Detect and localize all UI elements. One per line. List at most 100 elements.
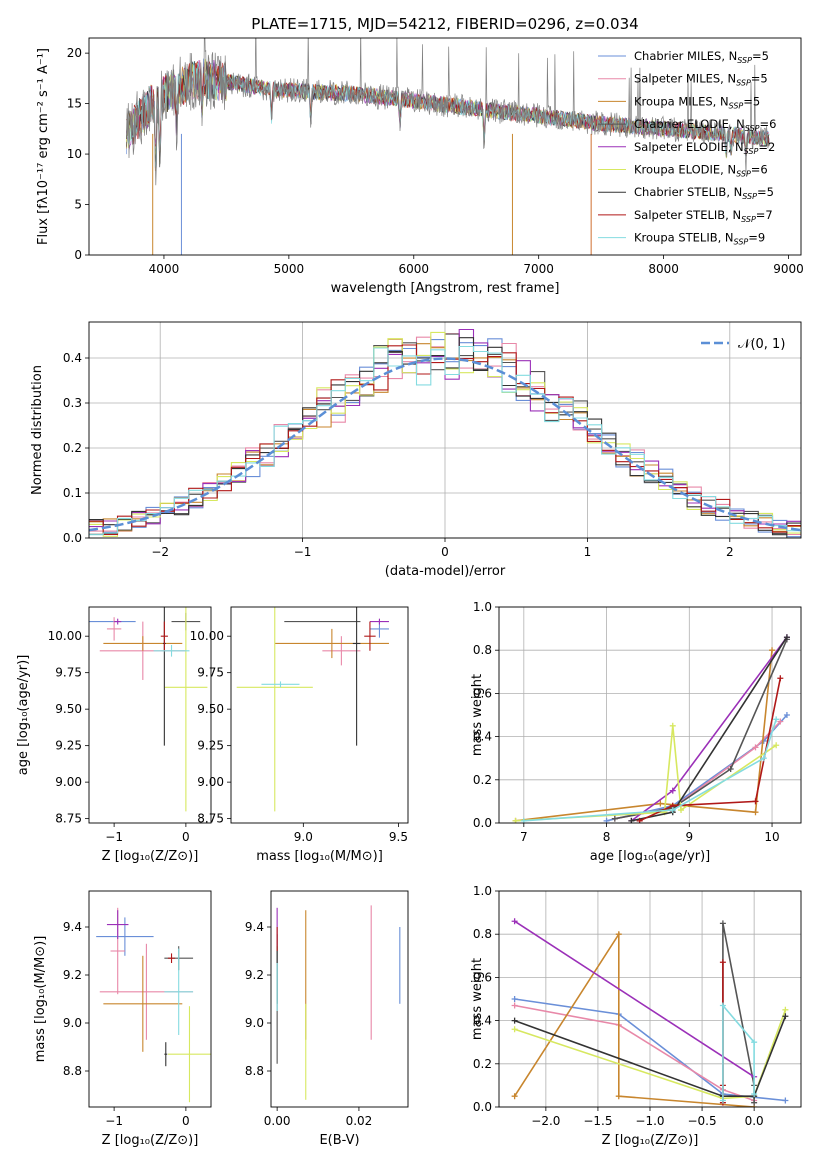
y-tick-label: 0.3 — [63, 396, 82, 410]
x-tick-label: 0.00 — [264, 1114, 291, 1128]
y-axis-label: mass weight — [470, 674, 485, 756]
data-point — [760, 755, 767, 762]
series-line — [514, 920, 755, 1078]
y-tick-label: 1.0 — [473, 884, 492, 898]
axes-frame — [498, 890, 802, 1108]
series-line — [514, 1016, 787, 1097]
data-point — [752, 798, 759, 805]
plot-area — [512, 634, 790, 823]
histogram-step — [89, 345, 801, 536]
plot-area — [89, 607, 208, 812]
data-point — [615, 931, 622, 938]
data-point — [615, 1093, 622, 1100]
x-axis-label: Z [log₁₀(Z/Z⊙)] — [102, 1133, 199, 1148]
data-point — [773, 742, 780, 749]
data-point — [773, 716, 780, 723]
x-tick-label: 7000 — [523, 262, 554, 276]
data-point — [719, 1002, 726, 1009]
x-tick-label: 1 — [584, 545, 592, 559]
y-tick-label: 0.6 — [473, 686, 492, 700]
y-axis-label: Normed distribution — [30, 365, 45, 495]
x-tick-label: 4000 — [149, 262, 180, 276]
data-point — [511, 1002, 518, 1009]
y-tick-label: 9.00 — [197, 775, 224, 789]
series-line — [523, 719, 777, 822]
y-tick-label: 9.0 — [245, 1016, 264, 1030]
y-tick-label: 20 — [67, 46, 82, 60]
y-axis-label: mass [log₁₀(M/M⊙)] — [33, 936, 48, 1063]
y-tick-label: 0.2 — [63, 441, 82, 455]
y-tick-label: 1.0 — [473, 600, 492, 614]
data-point — [719, 959, 726, 966]
plot-area — [96, 907, 211, 1103]
data-point — [669, 722, 676, 729]
data-point — [511, 918, 518, 925]
x-tick-label: 8 — [603, 830, 611, 844]
y-tick-label: 0.6 — [473, 970, 492, 984]
legend-label: Chabrier MILES, NSSP=5 — [634, 49, 769, 65]
data-point — [777, 718, 784, 725]
x-tick-label: 2 — [726, 545, 734, 559]
y-tick-label: 9.2 — [63, 968, 82, 982]
y-tick-label: 0.2 — [473, 1057, 492, 1071]
axes-frame — [498, 606, 802, 824]
x-tick-label: −1 — [105, 1114, 123, 1128]
x-tick-label: 9000 — [773, 262, 804, 276]
panel-3: 9.0 9.5 8.75 9.00 9.25 9.50 9.75 10.00 mass [log… — [190, 606, 409, 864]
data-point — [611, 815, 618, 822]
x-axis-label: age [log₁₀(age/yr)] — [590, 849, 711, 864]
axes-frame — [270, 890, 409, 1108]
series-line — [639, 678, 782, 822]
x-tick-label: 6000 — [398, 262, 429, 276]
y-tick-label: 9.0 — [63, 1016, 82, 1030]
y-tick-label: 9.2 — [245, 968, 264, 982]
x-tick-label: 0.02 — [346, 1114, 373, 1128]
y-tick-label: 0.0 — [63, 531, 82, 545]
y-tick-label: 9.75 — [197, 666, 224, 680]
y-axis-label: mass weight — [470, 958, 485, 1040]
x-tick-label: −1.5 — [583, 1114, 612, 1128]
y-axis-label: Flux [fλ10⁻¹⁷ erg cm⁻² s⁻¹ A⁻¹] — [36, 48, 51, 245]
data-point — [751, 1039, 758, 1046]
data-point — [511, 996, 518, 1002]
legend-label: Salpeter MILES, NSSP=5 — [634, 72, 768, 88]
plot-area — [126, 38, 771, 255]
data-point — [511, 1026, 518, 1033]
x-tick-label: 7 — [520, 830, 528, 844]
y-tick-label: 10 — [67, 147, 82, 161]
panel-0: 4000 5000 6000 7000 8000 9000 0 5 10 15 20 waveleng… — [36, 37, 804, 296]
data-point — [752, 744, 759, 751]
x-axis-label: Z [log₁₀(Z/Z⊙)] — [602, 1133, 699, 1148]
panel-1: −2 −1 0 1 2 0.0 0.1 0.2 0.3 0.4 (data-model)/error… — [30, 321, 802, 579]
series-line — [722, 923, 755, 1103]
data-point — [782, 1013, 789, 1020]
y-tick-label: 0.8 — [473, 643, 492, 657]
legend-label: Salpeter STELIB, NSSP=7 — [634, 208, 773, 224]
data-point — [657, 800, 664, 807]
observed-spectrum — [126, 38, 771, 186]
data-point — [669, 787, 676, 794]
y-tick-label: 0.8 — [473, 927, 492, 941]
y-tick-label: 9.00 — [55, 775, 82, 789]
data-point — [752, 809, 759, 816]
x-axis-label: (data-model)/error — [385, 564, 506, 579]
x-tick-label: 0 — [441, 545, 449, 559]
y-tick-label: 9.50 — [197, 702, 224, 716]
x-tick-label: 5000 — [274, 262, 305, 276]
axes-frame — [88, 37, 802, 256]
data-point — [511, 1017, 518, 1024]
y-tick-label: 0.4 — [473, 730, 492, 744]
y-tick-label: 8.8 — [63, 1064, 82, 1078]
axes-frame — [88, 606, 212, 824]
x-tick-label: 10 — [764, 830, 779, 844]
panel-2: −1 0 8.75 9.00 9.25 9.50 9.75 10.00 Z [log₁₀(Z/Z… — [16, 606, 212, 864]
data-point — [783, 712, 790, 718]
y-tick-label: 10.00 — [190, 629, 224, 643]
y-axis-label: age [log₁₀(age/yr)] — [16, 655, 31, 776]
legend-label: Kroupa STELIB, NSSP=9 — [634, 231, 765, 247]
series-line — [514, 1009, 787, 1100]
x-axis-label: mass [log₁₀(M/M⊙)] — [256, 849, 383, 864]
x-tick-label: −1 — [105, 830, 123, 844]
y-tick-label: 9.50 — [55, 702, 82, 716]
